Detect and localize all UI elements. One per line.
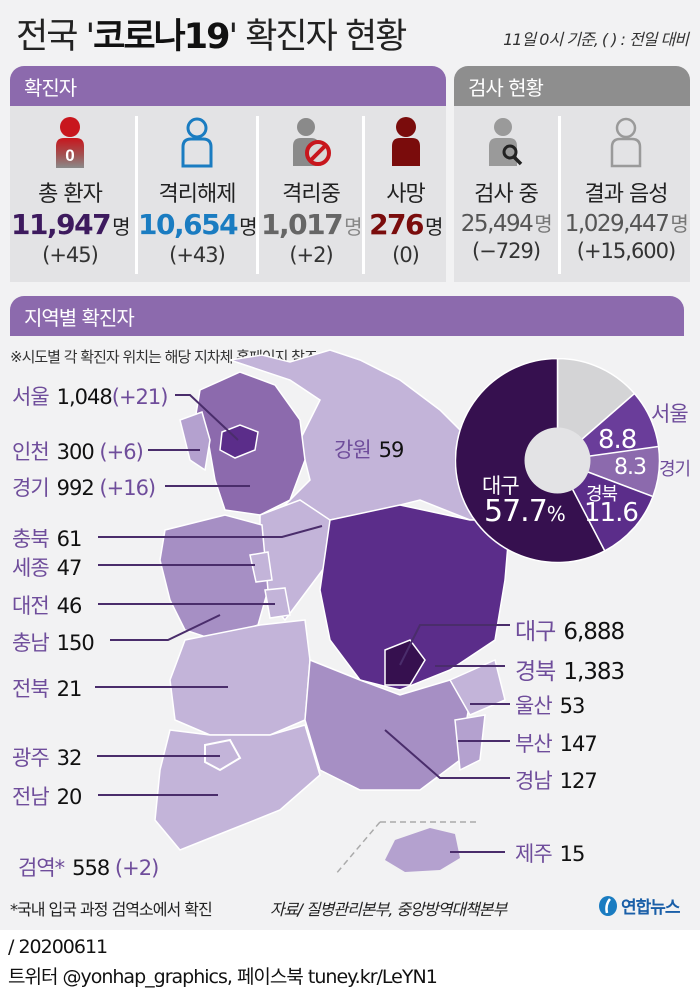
region-label-sejong: 세종 47: [12, 556, 82, 580]
stat-change: (+2): [289, 243, 333, 267]
pie-label-seoul: 서울: [651, 402, 689, 426]
pie-value-seoul: 8.8: [598, 425, 637, 455]
test-panel: 검사 중 25,494 명 (−729) 결과 음성 1,029,447 명 (+1…: [454, 106, 690, 282]
confirmed-panel: 0 총 환자 11,947 명 (+45) 격리해제 10,654 명 (+43) …: [10, 106, 446, 282]
stat-value: 1,029,447 명: [564, 211, 689, 237]
yonhap-logo-text: 연합뉴스: [621, 898, 681, 918]
stat-released: 격리해제 10,654 명 (+43): [138, 106, 257, 282]
region-label-jeonnam: 전남 20: [12, 785, 82, 809]
stat-label: 검사 중: [474, 182, 539, 207]
confirmed-panel-title: 확진자: [10, 66, 446, 106]
pie-label-daegu-name: 대구: [482, 474, 520, 498]
yonhap-logo: 연합뉴스: [598, 893, 681, 918]
divider: [135, 116, 138, 274]
subtitle: 11일 0시 기준, ( ) : 전일 대비: [503, 30, 689, 49]
pie-label-gyeongbuk: 경북: [586, 484, 618, 505]
region-label-daejeon: 대전 46: [12, 594, 82, 618]
test-panel-title: 검사 현황: [454, 66, 690, 106]
pie-label-daegu-value: 57.7%: [484, 494, 566, 529]
region-label-gyeongbuk: 경북 1,383: [515, 659, 625, 685]
stat-label: 사망: [386, 182, 425, 207]
stat-change: (+45): [42, 243, 99, 267]
stat-total: 0 총 환자 11,947 명 (+45): [10, 106, 130, 282]
region-label-jeonbuk: 전북 21: [12, 677, 82, 701]
social-line: 트위터 @yonhap_graphics, 페이스북 tuney.kr/LeYN…: [8, 966, 438, 988]
person-search-icon: [489, 118, 523, 166]
region-label-ulsan: 울산 53: [515, 694, 585, 718]
yonhap-logo-icon: [599, 895, 617, 916]
pie-label-gyeonggi: 경기: [659, 459, 691, 480]
footnote: *국내 입국 과정 검역소에서 확진: [10, 900, 213, 919]
stat-label: 격리해제: [158, 182, 237, 207]
region-label-jeju: 제주 15: [515, 842, 585, 866]
region-label-quarantine: 검역* 558 (+2): [18, 856, 159, 880]
region-label-chungnam: 충남 150: [12, 631, 95, 655]
stat-deaths: 사망 276 명 (0): [365, 106, 446, 282]
stat-label: 결과 음성: [584, 182, 669, 207]
stat-negative: 결과 음성 1,029,447 명 (+15,600): [560, 106, 692, 282]
person-prohibited-icon: [293, 118, 331, 166]
stat-isolated: 격리중 1,017 명 (+2): [260, 106, 362, 282]
region-label-chungbuk: 충북 61: [12, 527, 82, 551]
stat-change: (+43): [169, 243, 226, 267]
region-label-incheon: 인천 300 (+6): [12, 440, 144, 464]
svg-text:0: 0: [65, 146, 74, 165]
title-suffix: ' 확진자 현황: [228, 17, 407, 57]
region-label-seoul: 서울 1,048(+21): [12, 385, 168, 409]
regional-panel-title: 지역별 확진자: [10, 296, 684, 336]
stat-change: (0): [392, 243, 420, 267]
stat-value: 11,947 명: [11, 208, 130, 241]
korea-map: [95, 349, 511, 876]
donut-hole: [524, 427, 591, 494]
divider: [558, 116, 561, 274]
stat-value: 1,017 명: [261, 208, 362, 241]
stat-label: 총 환자: [38, 182, 103, 207]
page-title: 전국 '코로나19' 확진자 현황: [16, 8, 407, 59]
person-icon-darkred: [391, 117, 420, 166]
source: 자료/ 질병관리본부, 중앙방역대책본부: [270, 900, 507, 919]
region-label-daegu: 대구 6,888: [515, 619, 625, 645]
stat-label: 격리중: [282, 182, 341, 207]
title-prefix: 전국 ': [16, 17, 95, 57]
title-bold: 코로나19: [93, 17, 230, 57]
region-label-gyeongnam: 경남 127: [515, 769, 598, 793]
stat-change: (+15,600): [576, 239, 676, 263]
region-label-gwangju: 광주 32: [12, 746, 82, 770]
stat-value: 25,494 명: [460, 211, 553, 237]
stat-change: (−729): [471, 239, 541, 263]
stat-testing: 검사 중 25,494 명 (−729): [454, 106, 558, 282]
date-line: / 20200611: [8, 936, 108, 958]
divider: [256, 116, 259, 274]
pie-value-gyeongbuk: 11.6: [584, 498, 639, 528]
divider: [362, 116, 365, 274]
region-label-busan: 부산 147: [515, 732, 598, 756]
stat-value: 276 명: [369, 208, 443, 241]
person-outline-icon: [181, 117, 213, 168]
region-label-gangwon: 강원 59: [334, 438, 404, 462]
region-share-donut-chart: [455, 358, 660, 563]
person-icon-red-zero: 0: [56, 117, 84, 168]
region-label-gyeonggi: 경기 992 (+16): [12, 476, 156, 500]
pie-value-gyeonggi: 8.3: [614, 455, 647, 480]
stat-value: 10,654 명: [138, 208, 257, 241]
person-outline-icon-gray: [610, 117, 642, 168]
